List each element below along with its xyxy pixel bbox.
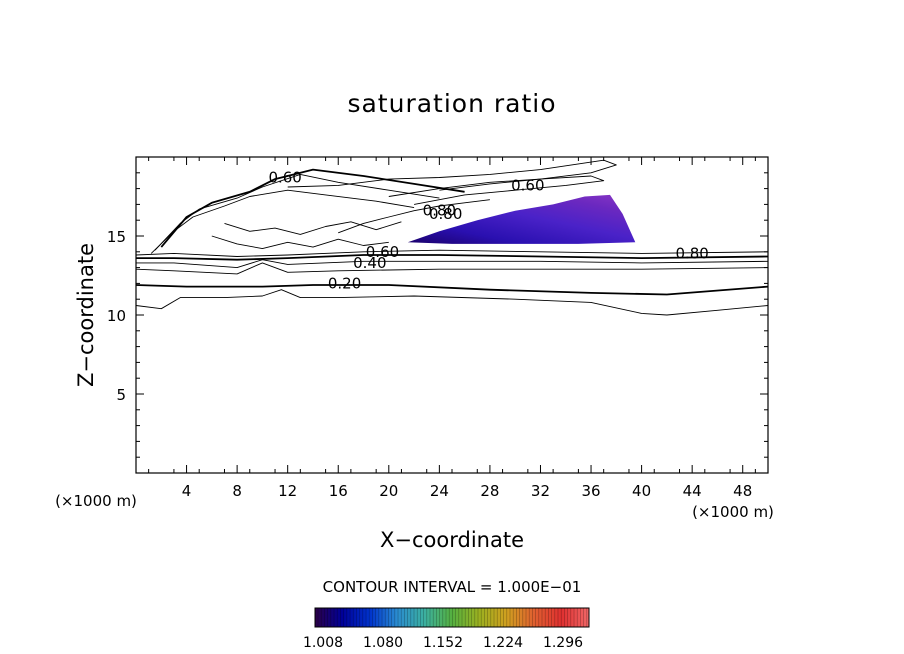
contour-label: 0.60 [268, 169, 301, 187]
y-tick-label: 15 [107, 228, 126, 246]
contour-label: 0.60 [366, 243, 399, 261]
contour-label: 0.80 [675, 244, 708, 262]
x-tick-label: 16 [329, 482, 348, 500]
x-tick-label: 32 [531, 482, 550, 500]
x-axis-title: X−coordinate [380, 528, 524, 552]
contour-label: 0.80 [429, 205, 462, 223]
x-tick-label: 24 [430, 482, 449, 500]
x-tick-label: 20 [379, 482, 398, 500]
contour-line [135, 249, 769, 257]
colorbar-ticks: 1.008 1.080 1.152 1.224 1.296 [303, 635, 583, 651]
x-tick-label: 28 [480, 482, 499, 500]
x-ticks: 4 8 12 16 20 24 28 32 36 40 44 48 [148, 157, 756, 500]
contour-labels-layer: 0.60 0.600.800.800.600.400.800.20 [268, 169, 708, 293]
y-tick-label: 10 [107, 307, 126, 325]
contour-interval-label: CONTOUR INTERVAL = 1.000E−01 [323, 578, 582, 596]
x-tick-label: 40 [632, 482, 651, 500]
x-tick-label: 48 [733, 482, 752, 500]
contour-line [136, 259, 769, 269]
chart-title: saturation ratio [347, 89, 556, 118]
filled-region-layer [407, 194, 636, 244]
colorbar-tick-label: 1.224 [483, 635, 523, 651]
contour-line [135, 284, 769, 296]
y-ticks: 5 10 15 [107, 172, 768, 458]
colorbar-tick-label: 1.296 [543, 635, 583, 651]
x-tick-label: 36 [581, 482, 600, 500]
contour-line [154, 173, 440, 251]
contour-line [135, 262, 769, 275]
contour-label: 0.20 [328, 274, 361, 292]
x-tick-label: 8 [232, 482, 242, 500]
filled-region [407, 194, 636, 244]
contour-lines-layer [135, 159, 769, 316]
colorbar-tick-label: 1.080 [363, 635, 403, 651]
x-tick-label: 12 [278, 482, 297, 500]
plot-area: 0.60 0.600.800.800.600.400.800.20 4 8 12 16 2… [107, 156, 769, 500]
contour-line [136, 254, 769, 261]
contour-line [160, 168, 465, 248]
colorbar-hatch [317, 608, 588, 627]
contour-line [211, 235, 389, 250]
colorbar-tick-label: 1.008 [303, 635, 343, 651]
x-tick-label: 4 [182, 482, 192, 500]
y-unit-label: (×1000 m) [55, 492, 137, 510]
contour-line [414, 175, 605, 205]
contour-line [338, 199, 490, 234]
x-tick-label: 44 [683, 482, 702, 500]
y-axis-title: Z−coordinate [74, 243, 98, 387]
colorbar-bar [314, 607, 590, 628]
contour-line [135, 289, 769, 316]
x-unit-label: (×1000 m) [692, 503, 774, 521]
contour-line [224, 221, 402, 235]
contour-label: 0.60 [511, 176, 544, 194]
contour-label: 0.80 [423, 202, 456, 220]
colorbar: 1.008 1.080 1.152 1.224 1.296 [303, 607, 590, 651]
contour-line [287, 159, 617, 197]
y-tick-label: 5 [116, 386, 126, 404]
contour-label: 0.40 [353, 254, 386, 272]
colorbar-tick-label: 1.152 [423, 635, 463, 651]
contour-line [150, 189, 415, 254]
